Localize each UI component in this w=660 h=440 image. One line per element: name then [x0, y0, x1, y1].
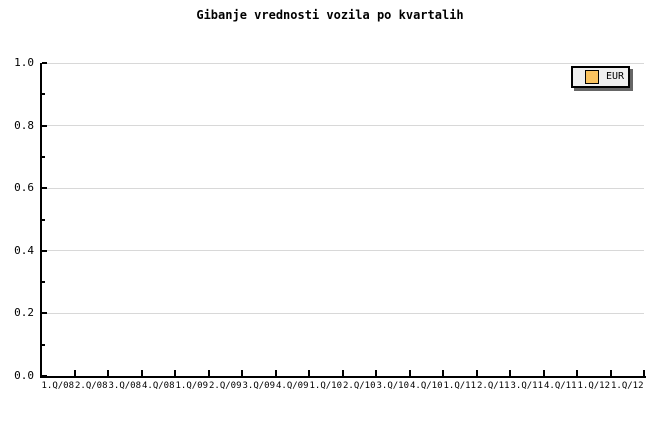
x-tick-label: 3.Q/11	[510, 381, 544, 391]
x-tick	[207, 370, 210, 376]
x-tick-label: 2.Q/08	[74, 381, 108, 391]
x-tick-label: 1.Q/12	[610, 381, 644, 391]
x-tick-label: 2.Q/10	[342, 381, 376, 391]
y-tick-label: 1.0	[14, 56, 34, 69]
x-tick-label: 1.Q/12	[577, 381, 611, 391]
h-gridline	[41, 187, 644, 189]
x-tick	[509, 370, 511, 376]
y-tick-label: 0.2	[14, 306, 34, 320]
x-tick	[542, 370, 545, 376]
legend: EUR	[571, 66, 631, 88]
x-tick-label: 4.Q/09	[275, 381, 309, 391]
x-tick	[576, 370, 578, 376]
x-tick-label: 3.Q/10	[376, 381, 410, 391]
x-tick-label: 2.Q/11	[476, 381, 510, 391]
x-tick-label: 1.Q/09	[175, 381, 209, 391]
y-axis-line	[40, 63, 42, 378]
x-tick-label: 1.Q/08	[41, 381, 75, 391]
y-tick-label: 0.6	[14, 181, 34, 195]
x-axis-line	[40, 376, 646, 378]
legend-swatch	[585, 70, 599, 84]
x-tick-label: 4.Q/10	[409, 381, 443, 391]
x-tick	[174, 370, 176, 376]
x-tick	[475, 370, 478, 376]
y-minor-tick	[42, 281, 45, 284]
x-tick	[107, 370, 109, 376]
x-tick	[308, 370, 310, 376]
y-minor-tick	[42, 218, 45, 221]
x-tick	[341, 370, 344, 376]
y-tick-label: 0.8	[14, 118, 34, 132]
x-tick-label: 1.Q/11	[443, 381, 477, 391]
y-major-tick	[42, 62, 47, 64]
x-tick	[408, 370, 411, 376]
y-minor-tick	[42, 343, 45, 346]
h-gridline	[41, 62, 644, 64]
y-major-tick	[42, 312, 47, 315]
x-tick	[643, 370, 645, 376]
y-major-tick	[42, 187, 47, 190]
x-tick	[73, 370, 76, 376]
x-tick	[375, 370, 377, 376]
legend-label: EUR	[606, 71, 625, 82]
y-major-tick	[42, 124, 47, 127]
x-tick	[609, 370, 612, 376]
x-tick-label: 1.Q/10	[309, 381, 343, 391]
x-tick-label: 2.Q/09	[208, 381, 242, 391]
x-tick-label: 4.Q/11	[543, 381, 577, 391]
x-tick-label: 3.Q/08	[108, 381, 142, 391]
x-tick	[442, 370, 444, 376]
x-tick-label: 4.Q/08	[141, 381, 175, 391]
x-tick	[241, 370, 243, 376]
y-minor-tick	[42, 155, 45, 158]
x-tick	[274, 370, 277, 376]
y-tick-label: 0.0	[14, 369, 34, 382]
y-major-tick	[42, 249, 47, 252]
x-tick	[140, 370, 143, 376]
x-tick-label: 3.Q/09	[242, 381, 276, 391]
h-gridline	[41, 125, 644, 127]
chart-title: Gibanje vrednosti vozila po kvartalih	[196, 8, 464, 22]
h-gridline	[41, 312, 644, 314]
y-minor-tick	[42, 93, 45, 96]
h-gridline	[41, 250, 644, 252]
y-tick-label: 0.4	[14, 243, 34, 257]
